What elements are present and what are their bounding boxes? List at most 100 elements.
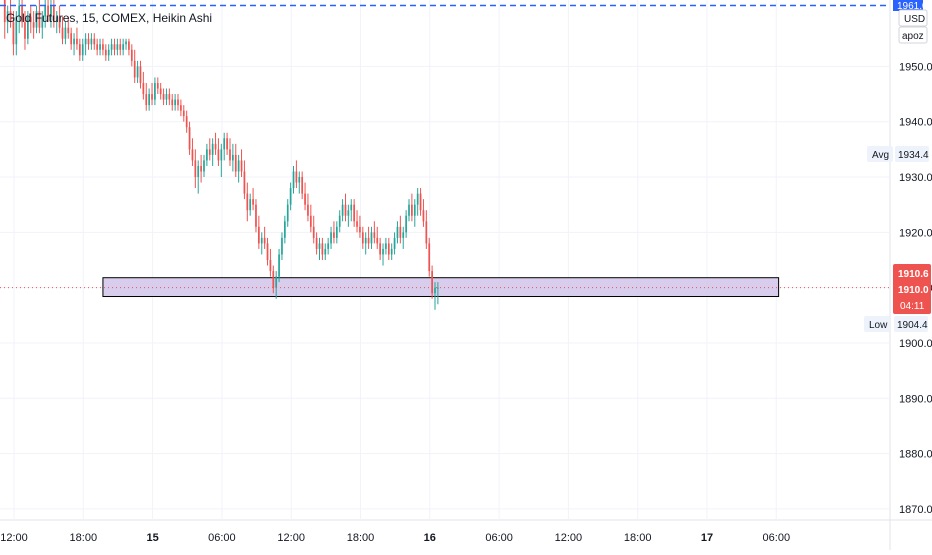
candle-body (234, 154, 237, 172)
candle-body (128, 41, 130, 50)
time-axis[interactable]: 12:00 18:00 15 06:00 12:00 18:00 16 06:00 12:00 1… (0, 532, 790, 544)
candle-body (84, 38, 87, 45)
candle-body (35, 11, 38, 28)
x-tick-label: 15 (146, 532, 158, 544)
candle-body (387, 243, 390, 255)
candle-body (315, 237, 318, 249)
avg-marker-value: 1934.4 (898, 150, 929, 161)
candle-body (333, 232, 335, 238)
candle-body (341, 204, 344, 216)
candle-body (263, 237, 266, 244)
candle-body (260, 237, 263, 244)
candle-body (428, 243, 431, 272)
candles-layer (3, 0, 439, 310)
candle-body (133, 60, 136, 78)
x-tick-label: 06:00 (208, 532, 236, 544)
candle-body (399, 226, 402, 238)
candle-body (307, 204, 309, 216)
candle-body (211, 143, 214, 155)
indicator-button[interactable]: apoz (898, 26, 928, 44)
y-tick-label: 1950.0 (899, 61, 932, 73)
candle-body (237, 160, 240, 172)
candle-body (119, 44, 122, 50)
candle-body (393, 237, 396, 249)
candle-body (197, 165, 200, 178)
candle-body (26, 16, 29, 39)
candle-body (229, 149, 231, 161)
candle-body (78, 44, 81, 56)
candle-body (252, 199, 254, 205)
candle-body (116, 44, 119, 50)
candle-body (330, 232, 332, 244)
candle-body (257, 226, 260, 244)
last-price-label: 1910.6 (898, 269, 929, 280)
candle-body (96, 44, 99, 50)
candle-body (413, 204, 416, 216)
candle-body (347, 210, 350, 216)
candle-body (361, 232, 364, 244)
candle-body (223, 138, 226, 150)
candle-body (107, 49, 110, 56)
candle-body (87, 38, 90, 45)
candle-body (335, 226, 338, 238)
candle-body (6, 11, 9, 23)
x-tick-label: 17 (701, 532, 713, 544)
candle-body (90, 38, 93, 45)
candle-body (295, 171, 298, 183)
candle-body (396, 226, 399, 238)
currency-button[interactable]: USD (898, 9, 928, 27)
candle-body (220, 149, 223, 161)
candle-body (272, 271, 275, 288)
x-tick-label: 18:00 (70, 532, 98, 544)
candle-body (21, 5, 23, 23)
candle-body (18, 5, 21, 17)
candle-body (405, 215, 407, 233)
candle-body (110, 44, 113, 50)
candle-body (269, 260, 272, 272)
y-tick-label: 1940.0 (899, 117, 932, 129)
candle-body (278, 254, 280, 277)
chart-title: Gold Futures, 15, COMEX, Heikin Ashi (6, 11, 212, 25)
y-tick-label: 1900.0 (899, 338, 932, 350)
avg-marker: Avg 1934.4 (867, 146, 929, 162)
candle-body (422, 210, 425, 222)
candle-body (125, 41, 127, 45)
candle-body (15, 16, 18, 45)
candle-body (38, 11, 41, 28)
top-price-badge-label: 1961.0 (897, 1, 928, 12)
candle-body (154, 82, 156, 100)
x-tick-label: 06:00 (763, 532, 791, 544)
candle-body (188, 127, 191, 150)
x-tick-label: 12:00 (555, 532, 583, 544)
indicator-label: apoz (902, 31, 924, 42)
candle-body (292, 171, 295, 189)
candle-body (266, 243, 269, 260)
candle-body (24, 22, 26, 39)
support-zone-box[interactable] (102, 277, 780, 298)
support-zone-layer[interactable] (102, 277, 780, 298)
candle-body (191, 149, 194, 161)
candle-body (122, 44, 125, 50)
candle-body (408, 204, 410, 216)
candle-body (185, 116, 188, 128)
candle-body (194, 160, 197, 178)
candle-body (200, 165, 202, 172)
x-tick-label: 12:00 (277, 532, 305, 544)
candle-body (159, 88, 162, 95)
candle-body (58, 16, 61, 28)
y-tick-label: 1930.0 (899, 172, 932, 184)
candle-body (309, 215, 312, 227)
candle-body (353, 204, 356, 222)
candle-body (50, 5, 52, 17)
candle-body (286, 204, 289, 222)
currency-label: USD (904, 14, 925, 25)
candle-body (113, 44, 116, 50)
candle-body (148, 94, 151, 106)
candle-body (180, 105, 182, 111)
candle-body (318, 243, 321, 249)
candle-body (298, 177, 301, 183)
candle-body (390, 248, 393, 255)
candle-body (64, 27, 67, 39)
